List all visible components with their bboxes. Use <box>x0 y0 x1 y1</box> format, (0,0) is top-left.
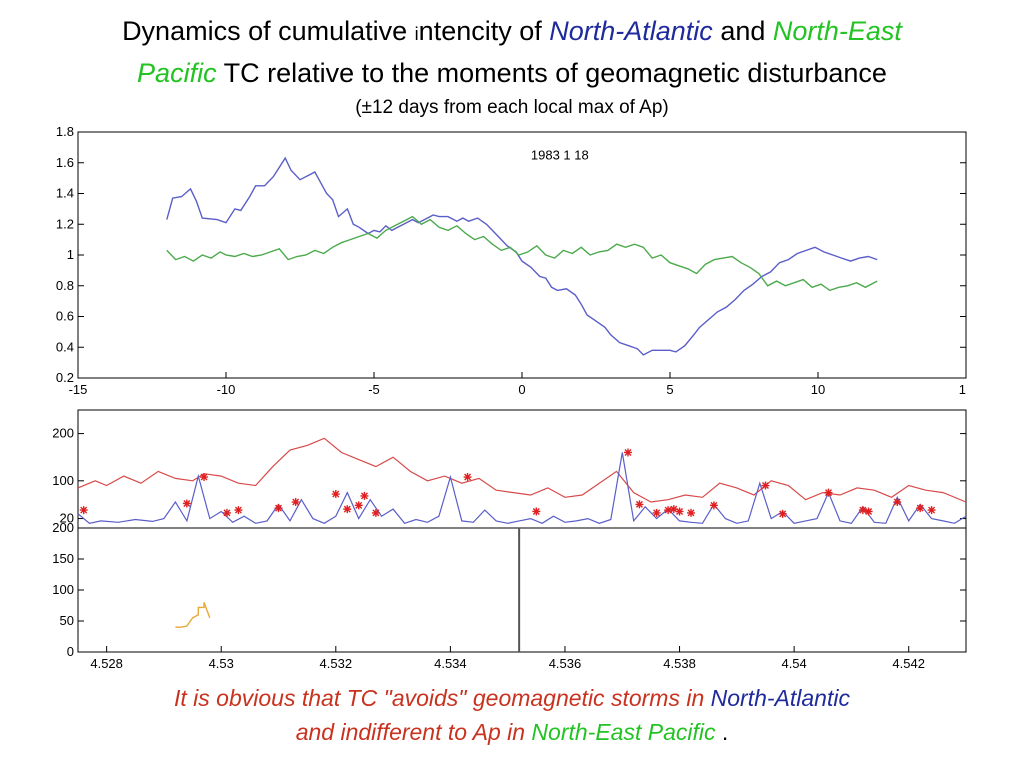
storm-marker <box>778 509 787 518</box>
storm-marker <box>664 506 673 515</box>
storm-marker <box>360 491 369 500</box>
y-tick-label: 200 <box>52 520 74 535</box>
y-tick-label: 1.2 <box>56 216 74 231</box>
y-tick-label: 0.6 <box>56 309 74 324</box>
storm-marker <box>761 481 770 490</box>
panel-3-frame <box>77 527 967 653</box>
storm-marker <box>200 473 209 482</box>
x-tick-label: -15 <box>69 382 88 397</box>
x-tick-label: 4.534 <box>434 656 467 671</box>
storm-marker <box>623 448 632 457</box>
storm-marker <box>79 506 88 515</box>
y-tick-label: 150 <box>52 551 74 566</box>
series-line-1 <box>77 437 967 503</box>
y-tick-label: 0.4 <box>56 339 74 354</box>
storm-marker <box>182 499 191 508</box>
y-tick-label: 200 <box>52 426 74 441</box>
caption-north-atlantic: North-Atlantic <box>710 685 850 711</box>
storm-marker <box>532 507 541 516</box>
date-annotation: 1983 1 18 <box>531 148 589 163</box>
x-tick-label: 4.542 <box>892 656 925 671</box>
y-tick-label: 20 <box>60 511 74 526</box>
series-line-1 <box>175 602 211 628</box>
x-tick-label: -5 <box>368 382 380 397</box>
chart-subtitle: (±12 days from each local max of Ap) <box>355 97 669 118</box>
storm-marker <box>927 506 936 515</box>
y-tick-label: 100 <box>52 582 74 597</box>
x-tick-label: -10 <box>217 382 236 397</box>
x-tick-label: 4.538 <box>663 656 696 671</box>
x-tick-label: 4.532 <box>320 656 353 671</box>
caption-line-2: and indifferent to Ap in North-East Paci… <box>295 719 729 745</box>
title-north-atlantic: North-Atlantic <box>549 16 713 46</box>
y-tick-label: 1.6 <box>56 155 74 170</box>
x-tick-label: 4.536 <box>549 656 582 671</box>
storm-marker <box>291 498 300 507</box>
storm-marker <box>864 507 873 516</box>
title-pacific: Pacific <box>137 58 217 88</box>
y-tick-label: 1 <box>67 247 74 262</box>
storm-marker <box>893 498 902 507</box>
storm-marker <box>222 508 231 517</box>
storm-marker <box>343 505 352 514</box>
caption-north-east-pacific: North-East Pacific <box>531 719 716 745</box>
x-tick-label: 4.53 <box>209 656 234 671</box>
storm-marker <box>687 508 696 517</box>
chart-title-line-1: Dynamics of cumulative intencity of Nort… <box>122 16 902 46</box>
chart-title-line-2: Pacific TC relative to the moments of ge… <box>137 58 887 88</box>
storm-marker <box>652 508 661 517</box>
x-tick-label: 4.54 <box>781 656 806 671</box>
x-tick-label: 0 <box>518 382 525 397</box>
y-tick-label: 0 <box>67 644 74 659</box>
y-tick-label: 1.8 <box>56 124 74 139</box>
storm-marker <box>463 473 472 482</box>
y-tick-label: 50 <box>60 613 74 628</box>
storm-marker <box>858 506 867 515</box>
y-tick-label: 1.4 <box>56 186 74 201</box>
x-tick-label: 5 <box>666 382 673 397</box>
x-tick-label: 4.528 <box>90 656 123 671</box>
y-tick-label: 0.8 <box>56 278 74 293</box>
x-tick-label: 10 <box>811 382 825 397</box>
series-line-1 <box>166 156 878 356</box>
storm-marker <box>824 488 833 497</box>
storm-marker <box>635 500 644 509</box>
panel-2-frame <box>77 409 967 529</box>
series-line-2 <box>77 452 967 525</box>
storm-marker <box>675 507 684 516</box>
storm-marker <box>669 505 678 514</box>
storm-marker <box>709 501 718 510</box>
storm-marker <box>916 504 925 513</box>
storm-marker <box>274 504 283 513</box>
storm-marker <box>234 506 243 515</box>
storm-marker <box>331 490 340 499</box>
series-line-2 <box>166 215 878 292</box>
y-tick-label: 0.2 <box>56 370 74 385</box>
storm-marker <box>354 501 363 510</box>
title-north-east: North-East <box>772 16 902 46</box>
storm-marker <box>371 508 380 517</box>
x-tick-label: 1 <box>959 382 966 397</box>
caption-line-1: It is obvious that TC "avoids" geomagnet… <box>174 685 850 711</box>
y-tick-label: 100 <box>52 473 74 488</box>
